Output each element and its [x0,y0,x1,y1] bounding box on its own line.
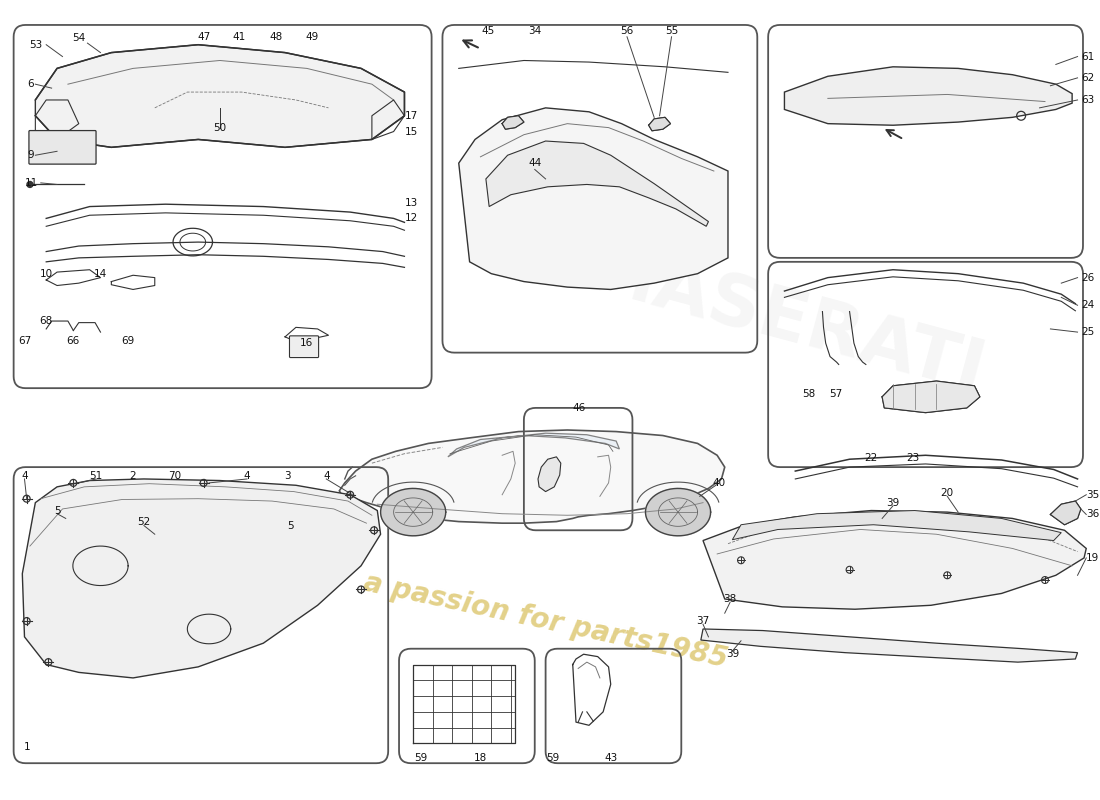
Text: 40: 40 [713,478,726,488]
Text: 23: 23 [906,453,920,462]
Text: 46: 46 [573,403,586,413]
Text: 51: 51 [89,470,102,481]
Text: 58: 58 [802,389,815,398]
Text: 50: 50 [213,122,227,133]
Text: 34: 34 [528,26,541,36]
Polygon shape [381,489,446,536]
Text: 56: 56 [620,26,634,36]
Polygon shape [784,67,1072,126]
Text: 18: 18 [474,753,487,762]
Text: 69: 69 [121,336,134,346]
Text: 24: 24 [1081,300,1094,310]
Polygon shape [486,141,708,226]
Text: 63: 63 [1081,95,1094,105]
Text: 22: 22 [865,453,878,462]
Text: 41: 41 [233,32,246,42]
Text: 59: 59 [547,753,560,762]
Text: 59: 59 [414,753,428,762]
Text: 49: 49 [306,32,319,42]
Text: 5: 5 [287,522,294,531]
Text: 48: 48 [270,32,283,42]
Text: 25: 25 [1081,327,1094,337]
Text: 15: 15 [405,126,418,137]
Text: 37: 37 [696,616,710,626]
Circle shape [28,182,33,187]
Text: 4: 4 [21,470,28,481]
Text: 4: 4 [244,470,251,481]
Text: 11: 11 [24,178,37,188]
Polygon shape [339,430,725,523]
Text: 1: 1 [23,742,30,753]
Text: 6: 6 [28,79,34,89]
Text: 62: 62 [1081,73,1094,83]
Text: 5: 5 [54,506,60,515]
Polygon shape [459,108,728,290]
Text: 12: 12 [405,214,418,223]
Text: 13: 13 [405,198,418,208]
Text: 61: 61 [1081,51,1094,62]
Polygon shape [35,45,405,147]
Text: 39: 39 [726,650,739,659]
Text: 36: 36 [1086,510,1100,519]
Text: 45: 45 [482,26,495,36]
Text: 35: 35 [1086,490,1100,500]
Text: 54: 54 [73,34,86,43]
Text: 66: 66 [67,336,80,346]
Text: 44: 44 [528,158,541,168]
Text: 3: 3 [284,470,290,481]
Text: 55: 55 [664,26,679,36]
Text: 26: 26 [1081,273,1094,282]
Polygon shape [733,510,1062,541]
Polygon shape [649,118,670,130]
Text: 47: 47 [197,32,210,42]
Polygon shape [703,510,1086,610]
Text: 2: 2 [130,470,136,481]
Text: 10: 10 [40,269,53,278]
Polygon shape [701,629,1078,662]
Text: 38: 38 [724,594,737,604]
Text: 68: 68 [40,316,53,326]
Text: 57: 57 [828,389,843,398]
Text: 4: 4 [323,470,330,481]
Polygon shape [1050,501,1081,525]
Text: 16: 16 [300,338,313,348]
Text: 17: 17 [405,110,418,121]
Text: 52: 52 [138,518,151,527]
Text: 53: 53 [29,40,42,50]
Text: 67: 67 [18,336,31,346]
Text: a passion for parts1985: a passion for parts1985 [361,569,730,674]
Text: 39: 39 [887,498,900,508]
Polygon shape [646,489,711,536]
Polygon shape [22,479,381,678]
Polygon shape [882,381,980,413]
FancyBboxPatch shape [29,130,96,164]
FancyBboxPatch shape [289,336,319,358]
Text: MASERATI: MASERATI [576,234,992,407]
Polygon shape [503,116,524,129]
Text: 43: 43 [604,753,617,762]
Text: 14: 14 [94,269,107,278]
Text: 9: 9 [28,150,34,160]
Text: 19: 19 [1086,553,1100,563]
Polygon shape [538,457,561,491]
Text: 70: 70 [167,470,180,481]
Polygon shape [448,433,619,457]
Text: 20: 20 [940,488,954,498]
